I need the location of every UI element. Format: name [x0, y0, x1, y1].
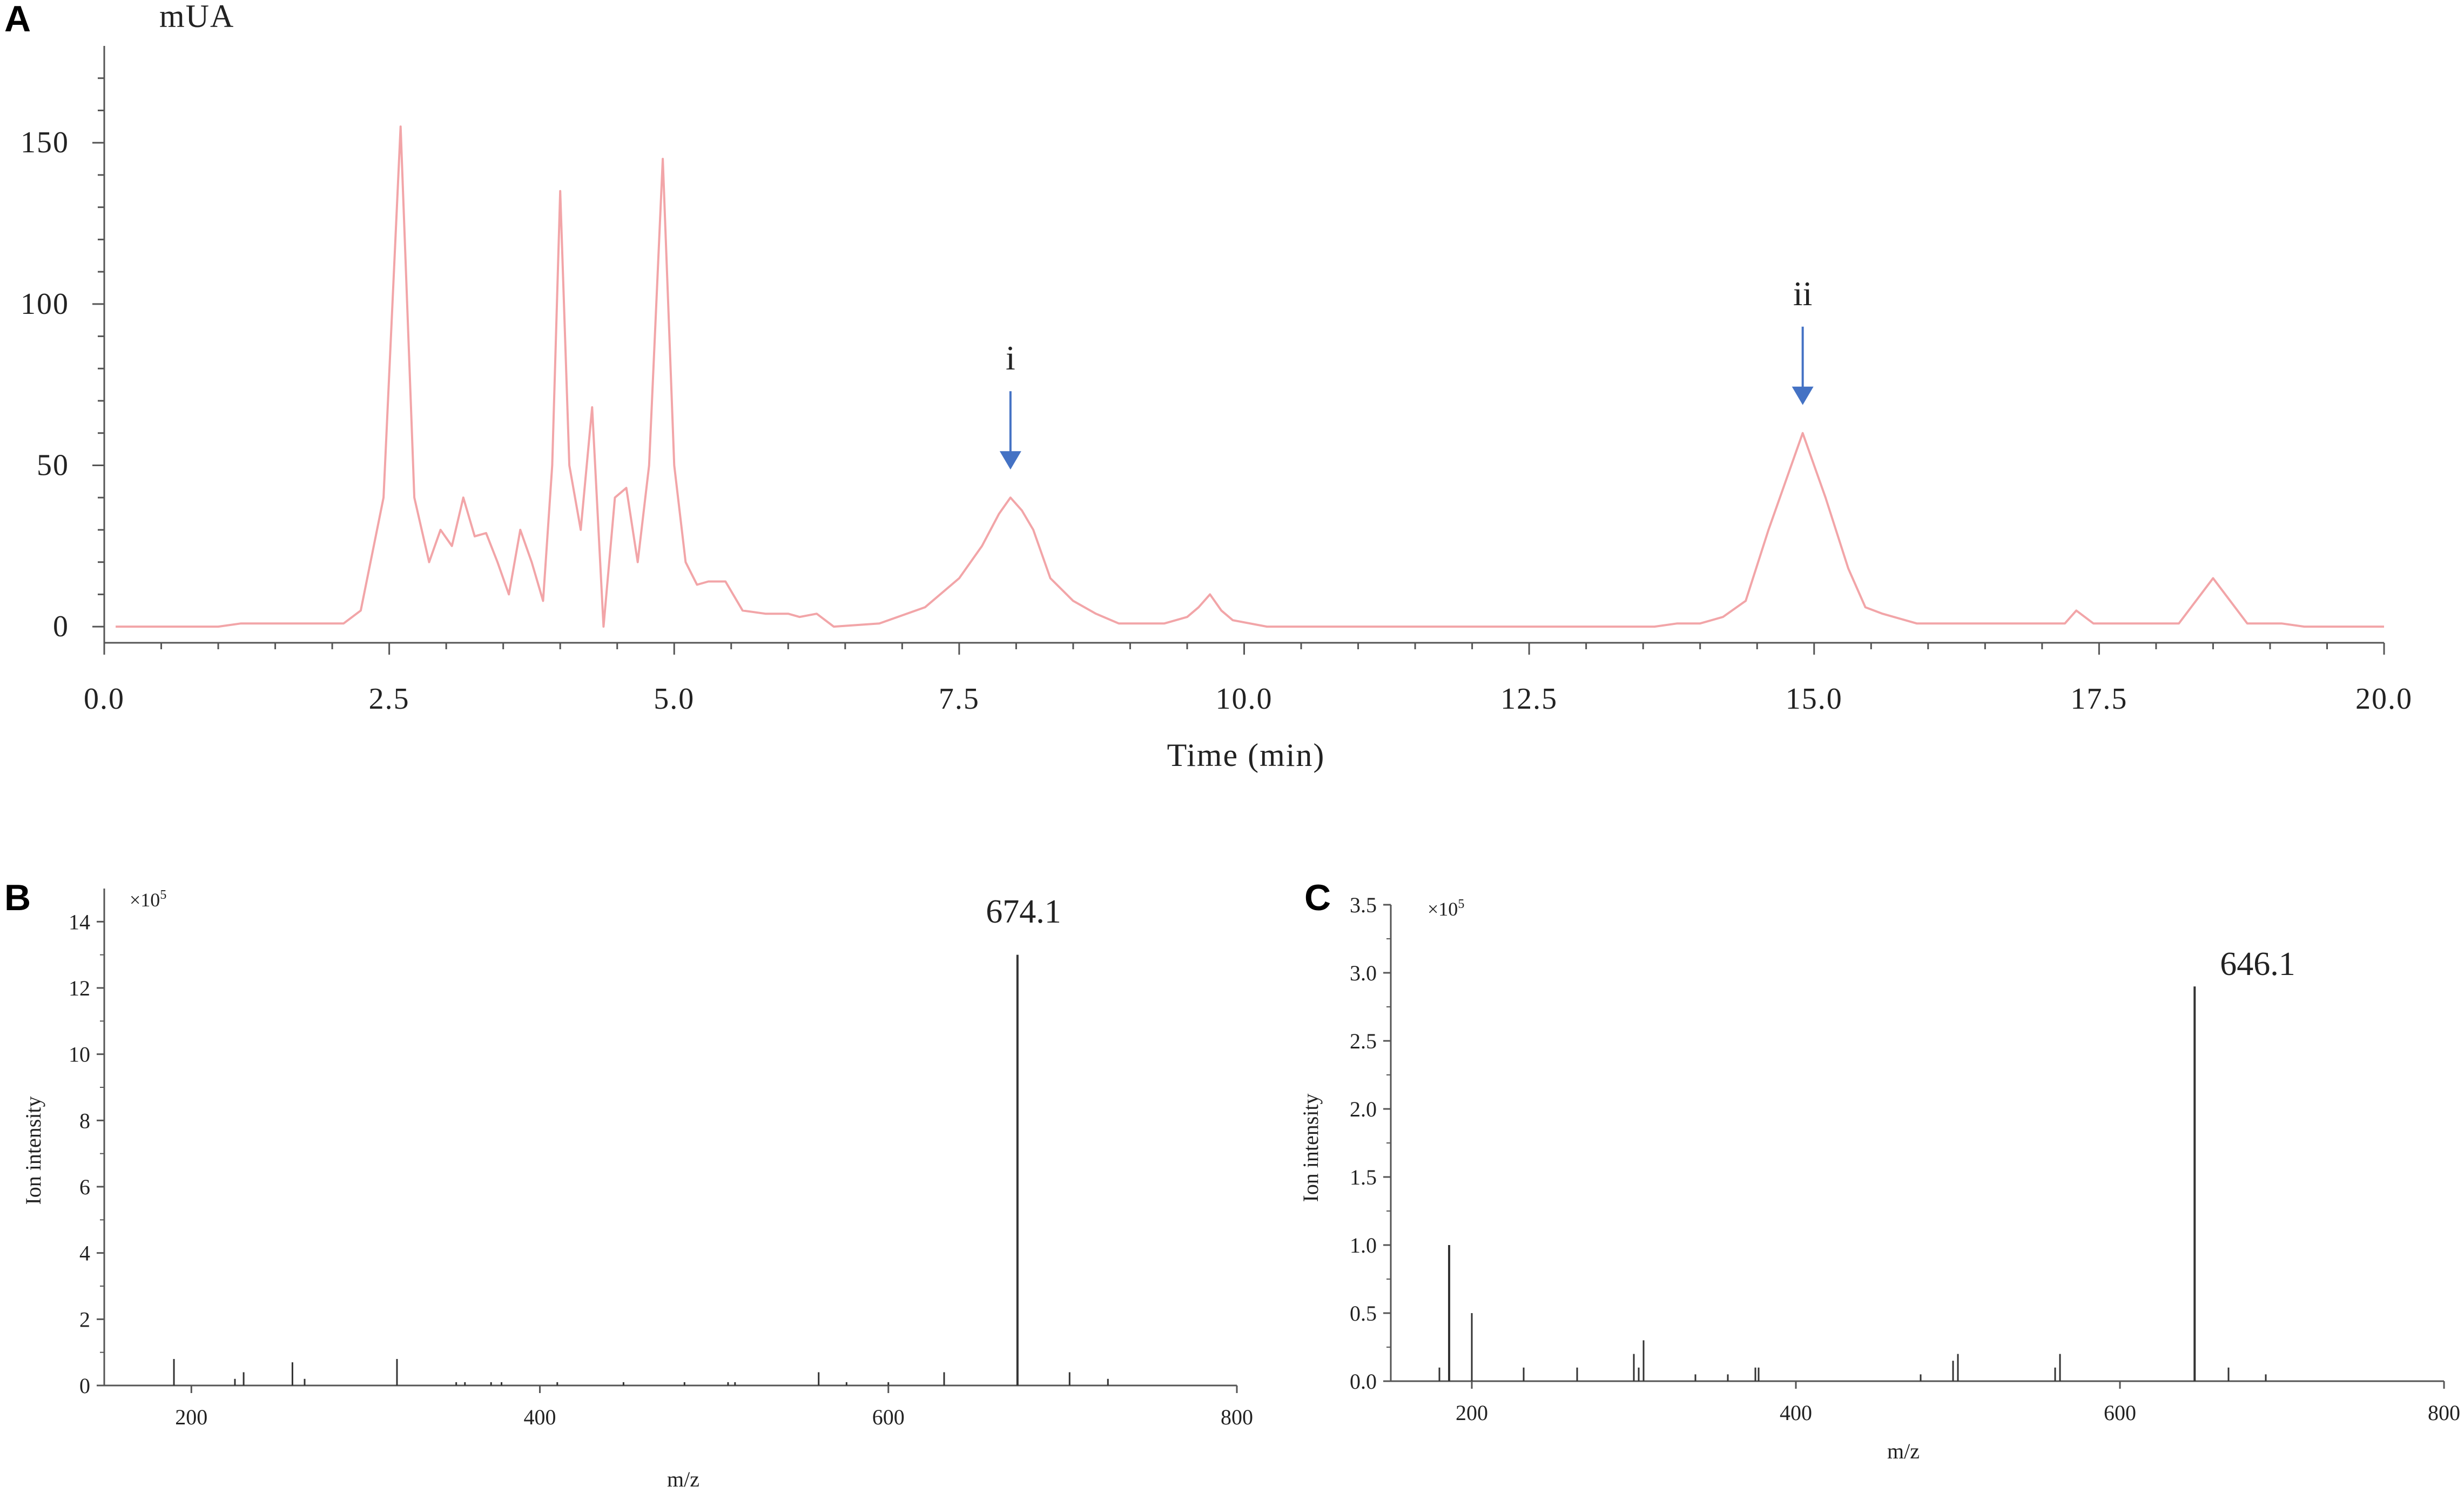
spectrum-b-y-tick-label: 12 [69, 976, 90, 1000]
spectrum-b-x-tick-label: 200 [175, 1405, 207, 1429]
spectrum-c-x-axis-label: m/z [1887, 1439, 1920, 1463]
mass-spectrum-b-panel: 0 2 4 6 8 10 12 14 200 400 600 800 m/z Ion intensit… [21, 888, 1253, 1491]
spectrum-c-peak-label: 646.1 [2220, 946, 2295, 983]
peak-arrow-head [1792, 386, 1814, 405]
chromatogram-x-tick-label: 10.0 [1216, 682, 1273, 716]
chromatogram-y-tick-label: 100 [21, 287, 69, 321]
spectrum-c-x-tick-label: 600 [2104, 1401, 2136, 1425]
spectrum-b-y-tick-label: 14 [69, 910, 90, 934]
spectrum-c-y-axis-label: Ion intensity [1298, 1093, 1323, 1202]
spectrum-b-x-tick-label: 600 [872, 1405, 905, 1429]
spectrum-c-y-tick-label: 2.0 [1350, 1097, 1377, 1121]
chromatogram-x-tick-label: 17.5 [2070, 682, 2128, 716]
spectrum-b-y-tick-label: 2 [79, 1307, 90, 1331]
spectrum-c-y-tick-label: 2.5 [1350, 1029, 1377, 1053]
chromatogram-x-axis-label: Time (min) [1167, 737, 1325, 773]
peak-annotation-label: i [1006, 339, 1015, 377]
spectrum-c-x-tick-label: 200 [1456, 1401, 1488, 1425]
peak-arrow-head [999, 451, 1021, 470]
mass-spectrum-c-panel: 0.0 0.5 1.0 1.5 2.0 2.5 3.0 3.5 200 400 600 800 m/z… [1298, 893, 2460, 1463]
spectrum-c-tick-labels: 0.0 0.5 1.0 1.5 2.0 2.5 3.0 3.5 200 400 600 800 [1350, 893, 2460, 1425]
chromatogram-x-tick-label: 20.0 [2355, 682, 2413, 716]
spectrum-b-x-axis-label: m/z [667, 1467, 699, 1491]
spectrum-c-y-tick-label: 1.0 [1350, 1233, 1377, 1257]
spectrum-c-x-tick-label: 800 [2428, 1401, 2460, 1425]
chromatogram-series [116, 125, 2384, 628]
chromatogram-x-tick-label: 0.0 [84, 682, 125, 716]
spectrum-b-y-tick-label: 4 [79, 1241, 90, 1266]
panel-c-letter: C [1304, 877, 1331, 918]
chromatogram-y-unit-label: mUA [159, 0, 234, 34]
spectrum-b-y-tick-label: 6 [79, 1175, 90, 1199]
spectrum-b-y-tick-label: 10 [69, 1042, 90, 1067]
spectrum-c-y-tick-label: 0.5 [1350, 1301, 1377, 1326]
spectrum-c-peaks [1438, 986, 2267, 1381]
spectrum-b-peaks [173, 954, 1109, 1385]
spectrum-b-y-tick-label: 8 [79, 1108, 90, 1133]
chromatogram-x-tick-label: 7.5 [939, 682, 980, 716]
spectrum-c-x-tick-label: 400 [1780, 1401, 1812, 1425]
panel-a-letter: A [4, 0, 31, 39]
chromatogram-y-tick-label: 150 [21, 126, 69, 159]
spectrum-c-y-tick-label: 3.5 [1350, 893, 1377, 917]
chromatogram-x-tick-label: 5.0 [654, 682, 695, 716]
chromatogram-x-tick-label: 2.5 [369, 682, 410, 716]
spectrum-b-x-tick-label: 400 [524, 1405, 556, 1429]
spectrum-b-axes [97, 889, 1238, 1393]
spectrum-b-y-axis-label: Ion intensity [21, 1096, 45, 1205]
peak-annotation-label: ii [1793, 274, 1813, 313]
spectrum-b-x-tick-label: 800 [1221, 1405, 1253, 1429]
chromatogram-panel: 0.0 2.5 5.0 7.5 10.0 12.5 15.0 17.5 20.0 0 50 100 15… [21, 0, 2413, 773]
chromatogram-x-tick-label: 15.0 [1786, 682, 1843, 716]
spectrum-c-y-tick-label: 1.5 [1350, 1165, 1377, 1189]
chromatogram-y-tick-label: 0 [53, 610, 69, 643]
chromatogram-annotations: iii [999, 274, 1814, 470]
spectrum-b-tick-labels: 0 2 4 6 8 10 12 14 200 400 600 800 [69, 910, 1253, 1429]
chromatogram-x-tick-label: 12.5 [1500, 682, 1558, 716]
panel-b-letter: B [4, 877, 31, 918]
chromatogram-tick-labels: 0.0 2.5 5.0 7.5 10.0 12.5 15.0 17.5 20.0 0 50 100 15… [21, 126, 2413, 716]
chromatogram-trace [116, 125, 2384, 628]
spectrum-c-y-tick-label: 0.0 [1350, 1369, 1377, 1394]
spectrum-b-y-tick-label: 0 [79, 1374, 90, 1398]
spectrum-c-y-tick-label: 3.0 [1350, 961, 1377, 985]
chromatogram-axes [92, 46, 2385, 655]
spectrum-c-axes [1383, 904, 2445, 1389]
spectrum-b-scale-label: ×105 [130, 888, 166, 911]
spectrum-b-peak-label: 674.1 [986, 893, 1061, 930]
spectrum-c-scale-label: ×105 [1428, 897, 1464, 920]
chromatogram-y-tick-label: 50 [37, 448, 69, 482]
